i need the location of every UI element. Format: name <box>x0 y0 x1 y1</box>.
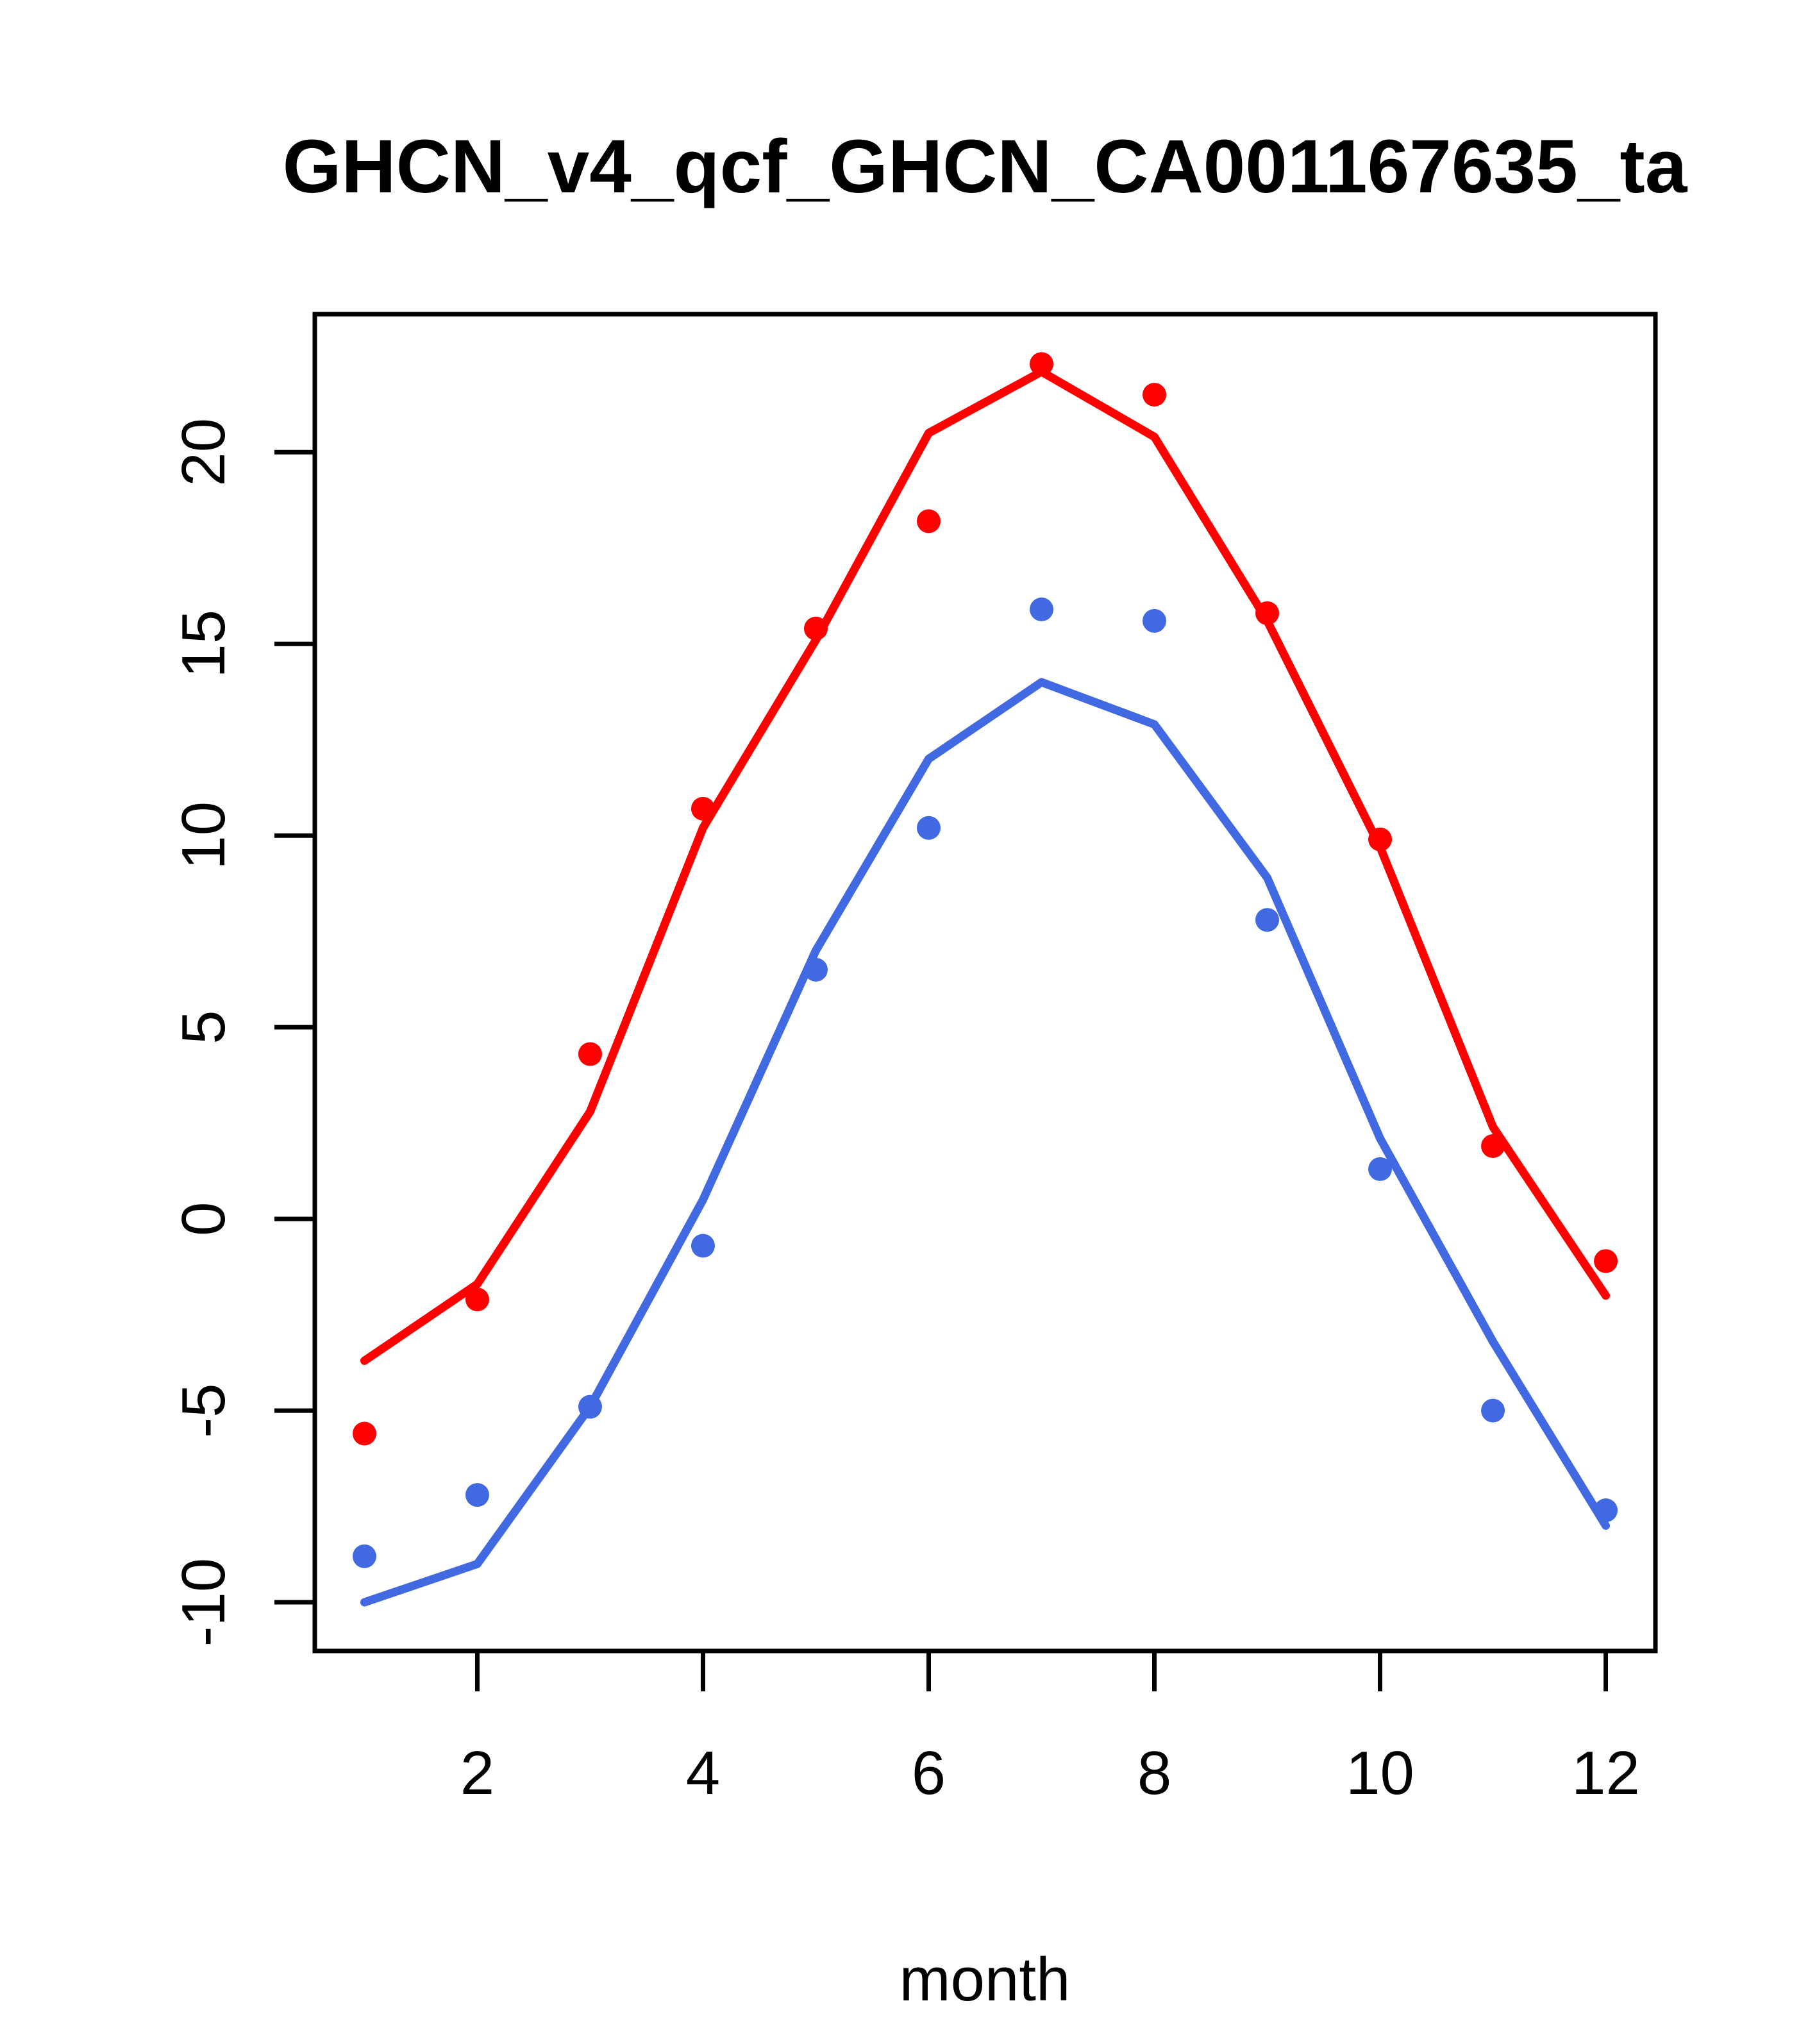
x-tick-label: 6 <box>912 1739 946 1807</box>
plot-area: 2 4 6 8 10 12 20 15 10 5 0 -5 -10 <box>169 312 1658 1807</box>
red-point <box>1030 352 1054 376</box>
x-tick-label: 2 <box>460 1739 494 1807</box>
blue-point <box>691 1234 715 1258</box>
y-tick-label: -5 <box>169 1383 238 1437</box>
y-tick-label: 20 <box>169 418 238 487</box>
red-point <box>352 1421 376 1446</box>
red-point <box>1255 601 1280 625</box>
red-point <box>1594 1249 1618 1273</box>
x-tick-label: 12 <box>1571 1739 1640 1807</box>
blue-line <box>360 678 1611 1607</box>
red-point <box>465 1287 489 1312</box>
red-point <box>1368 827 1393 851</box>
y-tick-label: 5 <box>169 1010 238 1044</box>
blue-point <box>1368 1157 1393 1181</box>
red-point <box>1481 1134 1505 1159</box>
x-tick-label: 4 <box>686 1739 720 1807</box>
plot-box <box>312 312 1658 1654</box>
blue-point <box>1481 1398 1505 1423</box>
x-tick-label: 10 <box>1346 1739 1414 1807</box>
red-point <box>691 796 715 821</box>
red-point <box>916 509 941 533</box>
x-axis-label: month <box>900 1945 1071 2014</box>
chart-title: GHCN_v4_qcf_GHCN_CA001167635_ta <box>283 124 1688 209</box>
red-point <box>578 1042 602 1066</box>
red-point <box>1143 383 1167 407</box>
blue-point <box>916 816 941 840</box>
blue-point <box>1255 908 1280 932</box>
y-tick-label: 0 <box>169 1202 238 1236</box>
x-tick-label: 8 <box>1137 1739 1171 1807</box>
blue-point <box>578 1395 602 1419</box>
blue-point <box>465 1483 489 1507</box>
y-tick-label: -10 <box>169 1558 238 1647</box>
red-line <box>360 367 1611 1365</box>
y-tick-label: 10 <box>169 801 238 870</box>
blue-point <box>803 957 828 982</box>
blue-point <box>1594 1498 1618 1523</box>
blue-point <box>1143 608 1167 633</box>
blue-point <box>1030 597 1054 621</box>
red-point <box>803 616 828 641</box>
blue-point <box>352 1544 376 1568</box>
y-tick-label: 15 <box>169 610 238 678</box>
